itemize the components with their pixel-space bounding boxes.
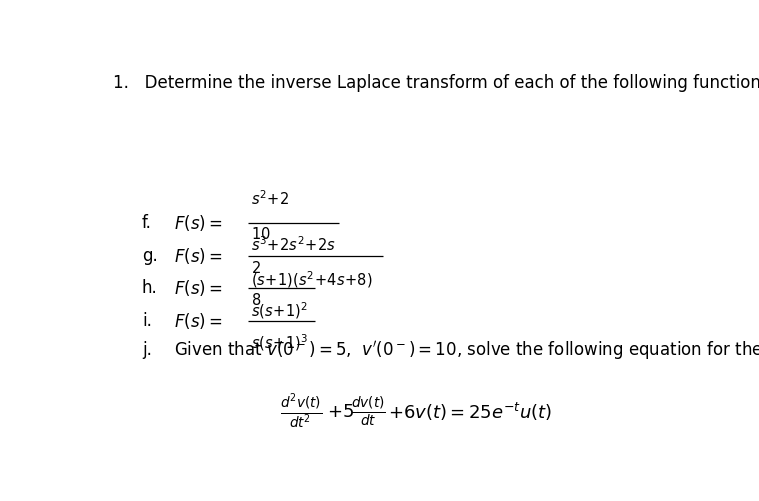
Text: $2$: $2$ — [250, 260, 260, 276]
Text: $F(s) =$: $F(s) =$ — [175, 246, 223, 266]
Text: h.: h. — [142, 280, 158, 298]
Text: g.: g. — [142, 247, 158, 265]
Text: $+ 5$: $+ 5$ — [327, 403, 354, 421]
Text: $F(s) =$: $F(s) =$ — [175, 311, 223, 331]
Text: $F(s) =$: $F(s) =$ — [175, 213, 223, 233]
Text: $\frac{d^2v(t)}{dt^2}$: $\frac{d^2v(t)}{dt^2}$ — [280, 392, 323, 431]
Text: $F(s) =$: $F(s) =$ — [175, 279, 223, 299]
Text: $s(s\!+\!1)^3$: $s(s\!+\!1)^3$ — [250, 332, 307, 353]
Text: f.: f. — [142, 214, 152, 232]
Text: j.: j. — [142, 341, 152, 359]
Text: Given that $v(0^-) = 5$,  $v'(0^-) = 10$, solve the following equation for the $: Given that $v(0^-) = 5$, $v'(0^-) = 10$,… — [175, 339, 759, 362]
Text: $s(s\!+\!1)^2$: $s(s\!+\!1)^2$ — [250, 300, 307, 321]
Text: $(s\!+\!1)(s^2\!+\!4s\!+\!8)$: $(s\!+\!1)(s^2\!+\!4s\!+\!8)$ — [250, 269, 373, 290]
Text: $+ 6v(t) = 25e^{-t}u(t)$: $+ 6v(t) = 25e^{-t}u(t)$ — [388, 401, 552, 423]
Text: $s^2\!+\!2$: $s^2\!+\!2$ — [250, 189, 289, 208]
Text: $10$: $10$ — [250, 226, 270, 242]
Text: i.: i. — [142, 312, 152, 330]
Text: $\frac{dv(t)}{dt}$: $\frac{dv(t)}{dt}$ — [351, 395, 386, 429]
Text: $8$: $8$ — [250, 292, 261, 308]
Text: $s^3\!+\!2s^2\!+\!2s$: $s^3\!+\!2s^2\!+\!2s$ — [250, 235, 335, 255]
Text: 1.   Determine the inverse Laplace transform of each of the following functions.: 1. Determine the inverse Laplace transfo… — [112, 74, 759, 92]
